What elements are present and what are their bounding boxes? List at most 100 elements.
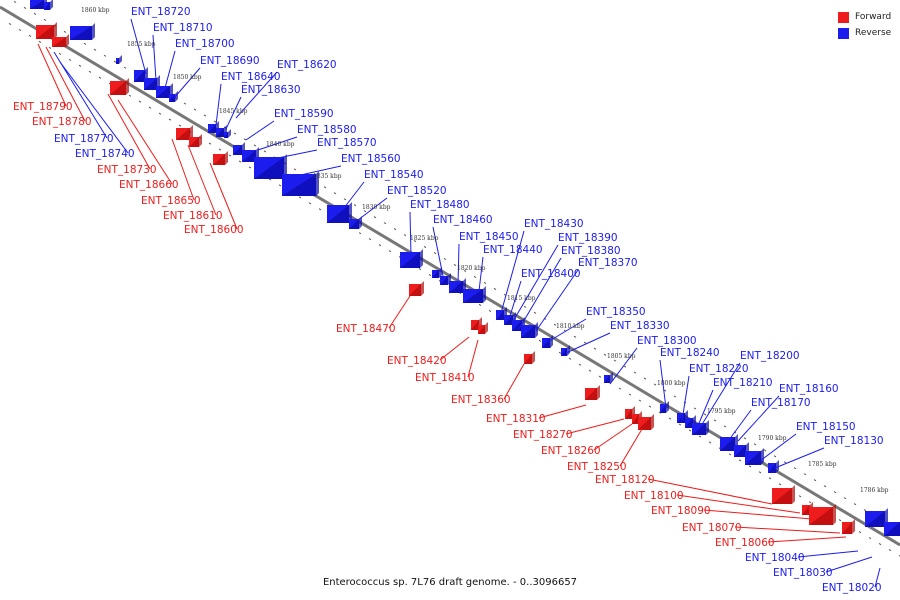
gene-label-ent-18580[interactable]: ENT_18580 [297, 124, 357, 136]
gene-label-ent-18710[interactable]: ENT_18710 [153, 22, 213, 34]
gene-label-ent-18350[interactable]: ENT_18350 [586, 306, 646, 318]
reverse-gene-feature-shade [254, 154, 287, 179]
upper-tick-mark [323, 186, 327, 189]
gene-label-ent-18460[interactable]: ENT_18460 [433, 214, 493, 226]
gene-label-ent-18370[interactable]: ENT_18370 [578, 257, 638, 269]
gene-label-ent-18520[interactable]: ENT_18520 [387, 185, 447, 197]
gene-label-ent-18150[interactable]: ENT_18150 [796, 421, 856, 433]
gene-label-ent-18620[interactable]: ENT_18620 [277, 59, 337, 71]
scale-label: 1800 kbp [657, 380, 686, 387]
lower-tick-mark [628, 393, 632, 396]
lower-tick-mark [148, 106, 152, 109]
gene-label-ent-18240[interactable]: ENT_18240 [660, 347, 720, 359]
leader-line-ent-18380 [518, 257, 562, 330]
gene-label-ent-18720[interactable]: ENT_18720 [131, 6, 191, 18]
gene-label-ent-18400[interactable]: ENT_18400 [521, 268, 581, 280]
leader-line-ent-18580 [257, 136, 298, 151]
gene-label-ent-18070[interactable]: ENT_18070 [682, 522, 742, 534]
gene-label-ent-18390[interactable]: ENT_18390 [558, 232, 618, 244]
gene-label-ent-18700[interactable]: ENT_18700 [175, 38, 235, 50]
leader-line-ent-18250 [619, 428, 643, 467]
gene-label-ent-18610[interactable]: ENT_18610 [163, 210, 223, 222]
forward-gene-feature-shade [842, 519, 855, 534]
reverse-gene-feature-shade [440, 273, 451, 285]
leader-line-ent-18600 [209, 162, 238, 230]
forward-gene-feature-shade [189, 134, 202, 147]
gene-label-ent-18100[interactable]: ENT_18100 [624, 490, 684, 502]
gene-label-ent-18300[interactable]: ENT_18300 [637, 335, 697, 347]
leader-line-ent-18150 [759, 433, 797, 462]
lower-tick-mark [858, 531, 862, 534]
gene-label-ent-18640[interactable]: ENT_18640 [221, 71, 281, 83]
gene-label-ent-18220[interactable]: ENT_18220 [689, 363, 749, 375]
reverse-gene-feature-shade [463, 286, 486, 303]
gene-label-ent-18740[interactable]: ENT_18740 [75, 148, 135, 160]
gene-label-ent-18590[interactable]: ENT_18590 [274, 108, 334, 120]
gene-label-ent-18330[interactable]: ENT_18330 [610, 320, 670, 332]
leader-line-ent-18090 [703, 509, 813, 520]
lower-tick-mark [808, 501, 812, 504]
gene-label-ent-18570[interactable]: ENT_18570 [317, 137, 377, 149]
gene-label-ent-18470[interactable]: ENT_18470 [336, 323, 396, 335]
reverse-gene-feature-shade [169, 91, 178, 102]
upper-tick-mark [523, 305, 527, 308]
lower-tick-mark [378, 244, 382, 247]
gene-label-ent-18690[interactable]: ENT_18690 [200, 55, 260, 67]
gene-label-ent-18660[interactable]: ENT_18660 [119, 179, 179, 191]
gene-label-ent-18540[interactable]: ENT_18540 [364, 169, 424, 181]
gene-label-ent-18030[interactable]: ENT_18030 [773, 567, 833, 579]
gene-label-ent-18780[interactable]: ENT_18780 [32, 116, 92, 128]
gene-label-ent-18170[interactable]: ENT_18170 [751, 397, 811, 409]
forward-gene-feature-shade [110, 78, 129, 95]
gene-label-ent-18250[interactable]: ENT_18250 [567, 461, 627, 473]
gene-label-ent-18790[interactable]: ENT_18790 [13, 101, 73, 113]
gene-label-ent-18360[interactable]: ENT_18360 [451, 394, 511, 406]
gene-label-ent-18430[interactable]: ENT_18430 [524, 218, 584, 230]
forward-gene-feature-shade [638, 414, 654, 430]
reverse-gene-feature-shade [70, 23, 95, 40]
upper-tick-mark [453, 263, 457, 267]
lower-tick-mark [158, 112, 162, 115]
scale-label: 1790 kbp [758, 435, 787, 442]
gene-label-ent-18600[interactable]: ENT_18600 [184, 224, 244, 236]
gene-label-ent-18040[interactable]: ENT_18040 [745, 552, 805, 564]
gene-label-ent-18480[interactable]: ENT_18480 [410, 199, 470, 211]
gene-label-ent-18450[interactable]: ENT_18450 [459, 231, 519, 243]
gene-label-ent-18630[interactable]: ENT_18630 [241, 84, 301, 96]
gene-label-ent-18730[interactable]: ENT_18730 [97, 164, 157, 176]
gene-features [30, 0, 900, 536]
leader-line-ent-18020 [874, 567, 881, 588]
gene-label-ent-18090[interactable]: ENT_18090 [651, 505, 711, 517]
leader-line-ent-18030 [825, 556, 873, 573]
gene-label-ent-18270[interactable]: ENT_18270 [513, 429, 573, 441]
gene-label-ent-18770[interactable]: ENT_18770 [54, 133, 114, 145]
leader-line-ent-18520 [357, 197, 388, 221]
legend-swatch-reverse [838, 27, 849, 39]
gene-label-ent-18310[interactable]: ENT_18310 [486, 413, 546, 425]
gene-label-ent-18440[interactable]: ENT_18440 [483, 244, 543, 256]
upper-tick-mark [33, 12, 37, 15]
lower-tick-mark [778, 483, 782, 486]
upper-tick-mark [413, 240, 417, 243]
legend-item-reverse: Reverse [838, 25, 900, 41]
lower-tick-mark [278, 184, 282, 187]
leader-line-ent-18400 [508, 280, 522, 320]
leader-line-ent-18420 [439, 336, 470, 361]
gene-label-ent-18130[interactable]: ENT_18130 [824, 435, 884, 447]
leader-line-ent-18160 [737, 395, 780, 442]
lower-tick-mark [698, 435, 702, 438]
gene-label-ent-18380[interactable]: ENT_18380 [561, 245, 621, 257]
gene-label-ent-18210[interactable]: ENT_18210 [713, 377, 773, 389]
gene-label-ent-18410[interactable]: ENT_18410 [415, 372, 475, 384]
gene-label-ent-18560[interactable]: ENT_18560 [341, 153, 401, 165]
gene-label-ent-18020[interactable]: ENT_18020 [822, 582, 882, 594]
forward-gene-feature-shade [809, 504, 836, 525]
gene-label-ent-18420[interactable]: ENT_18420 [387, 355, 447, 367]
reverse-gene-feature-shade [449, 278, 466, 293]
gene-label-ent-18060[interactable]: ENT_18060 [715, 537, 775, 549]
gene-label-ent-18200[interactable]: ENT_18200 [740, 350, 800, 362]
gene-label-ent-18650[interactable]: ENT_18650 [141, 195, 201, 207]
gene-label-ent-18260[interactable]: ENT_18260 [541, 445, 601, 457]
gene-label-ent-18120[interactable]: ENT_18120 [595, 474, 655, 486]
gene-label-ent-18160[interactable]: ENT_18160 [779, 383, 839, 395]
